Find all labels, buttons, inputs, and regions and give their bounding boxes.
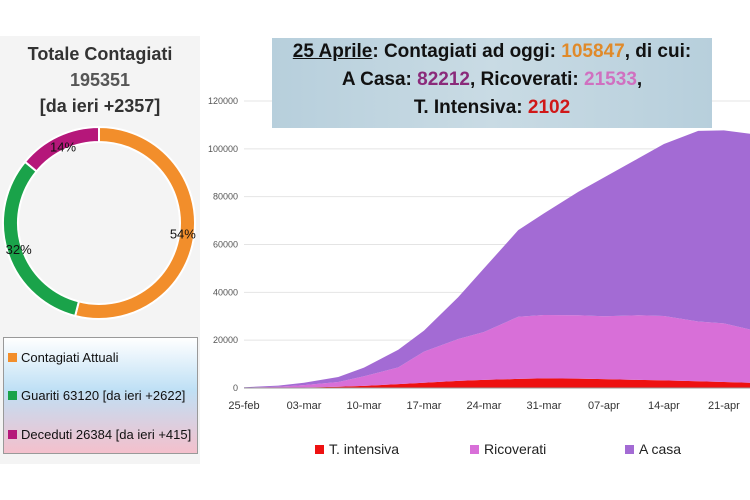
summary-delta: [da ieri +2357] — [39, 96, 161, 116]
legend-swatch — [470, 445, 479, 454]
x-tick-label: 25-feb — [228, 400, 259, 412]
x-tick-label: 07-apr — [588, 400, 620, 412]
donut-slice — [73, 125, 196, 320]
headline-banner: 25 Aprile: Contagiati ad oggi: 105847, d… — [272, 38, 712, 128]
donut-slice — [23, 125, 100, 173]
banner-text: , di cui: — [624, 41, 692, 62]
banner-text: : Contagiati ad oggi: — [372, 41, 562, 62]
legend-label: A casa — [639, 441, 681, 457]
y-tick-label: 100000 — [208, 144, 238, 154]
banner-ricoverati: 21533 — [584, 69, 637, 90]
donut-chart: 54% 32% 14% — [2, 125, 196, 320]
x-tick-label: 14-apr — [648, 400, 680, 412]
summary-title: Totale Contagiati — [27, 44, 173, 64]
summary-total: 195351 — [69, 70, 131, 90]
y-tick-label: 80000 — [213, 192, 238, 202]
banner-text: , Ricoverati: — [470, 69, 585, 90]
area-a-casa — [244, 130, 750, 388]
x-tick-label: 10-mar — [347, 400, 382, 412]
donut-slice — [2, 160, 81, 318]
legend-swatch — [8, 353, 17, 362]
y-tick-label: 20000 — [213, 335, 238, 345]
x-tick-label: 24-mar — [467, 400, 502, 412]
area-t-intensiva — [244, 378, 750, 388]
donut-legend: Contagiati Attuali Guariti 63120 [da ier… — [3, 337, 198, 454]
banner-text: , — [636, 69, 643, 90]
legend-label: Ricoverati — [484, 441, 546, 457]
x-tick-label: 03-mar — [287, 400, 322, 412]
legend-swatch — [8, 430, 17, 439]
legend-item-deceduti: Deceduti 26384 [da ieri +415] — [8, 427, 191, 442]
y-tick-label: 120000 — [208, 96, 238, 106]
y-tick-label: 40000 — [213, 287, 238, 297]
legend-swatch — [625, 445, 634, 454]
area-chart: 0 20000 40000 60000 80000 100000 120000 25-feb 0… — [208, 96, 750, 457]
donut-slice-label: 32% — [6, 242, 32, 257]
banner-text: T. Intensiva: — [413, 97, 528, 118]
donut-slice-label: 14% — [50, 140, 76, 155]
legend-item-guariti: Guariti 63120 [da ieri +2622] — [8, 388, 185, 403]
banner-text: A Casa: — [341, 69, 418, 90]
legend-swatch — [315, 445, 324, 454]
legend-label: Contagiati Attuali — [21, 350, 119, 365]
legend-item-attuali: Contagiati Attuali — [8, 350, 119, 365]
legend-label: T. intensiva — [329, 441, 399, 457]
banner-casa: 82212 — [417, 69, 470, 90]
x-tick-label: 17-mar — [407, 400, 442, 412]
legend-label: Guariti 63120 [da ieri +2622] — [21, 388, 186, 403]
donut-slice-label: 54% — [170, 227, 196, 242]
area-ricoverati — [244, 315, 750, 388]
x-tick-label: 21-apr — [708, 400, 740, 412]
banner-intensiva: 2102 — [527, 97, 571, 118]
y-tick-label: 0 — [233, 383, 238, 393]
banner-total: 105847 — [561, 41, 625, 62]
banner-date: 25 Aprile — [292, 41, 373, 62]
legend-label: Deceduti 26384 [da ieri +415] — [21, 427, 192, 442]
legend-swatch — [8, 391, 17, 400]
y-tick-label: 60000 — [213, 240, 238, 250]
x-tick-label: 31-mar — [527, 400, 562, 412]
